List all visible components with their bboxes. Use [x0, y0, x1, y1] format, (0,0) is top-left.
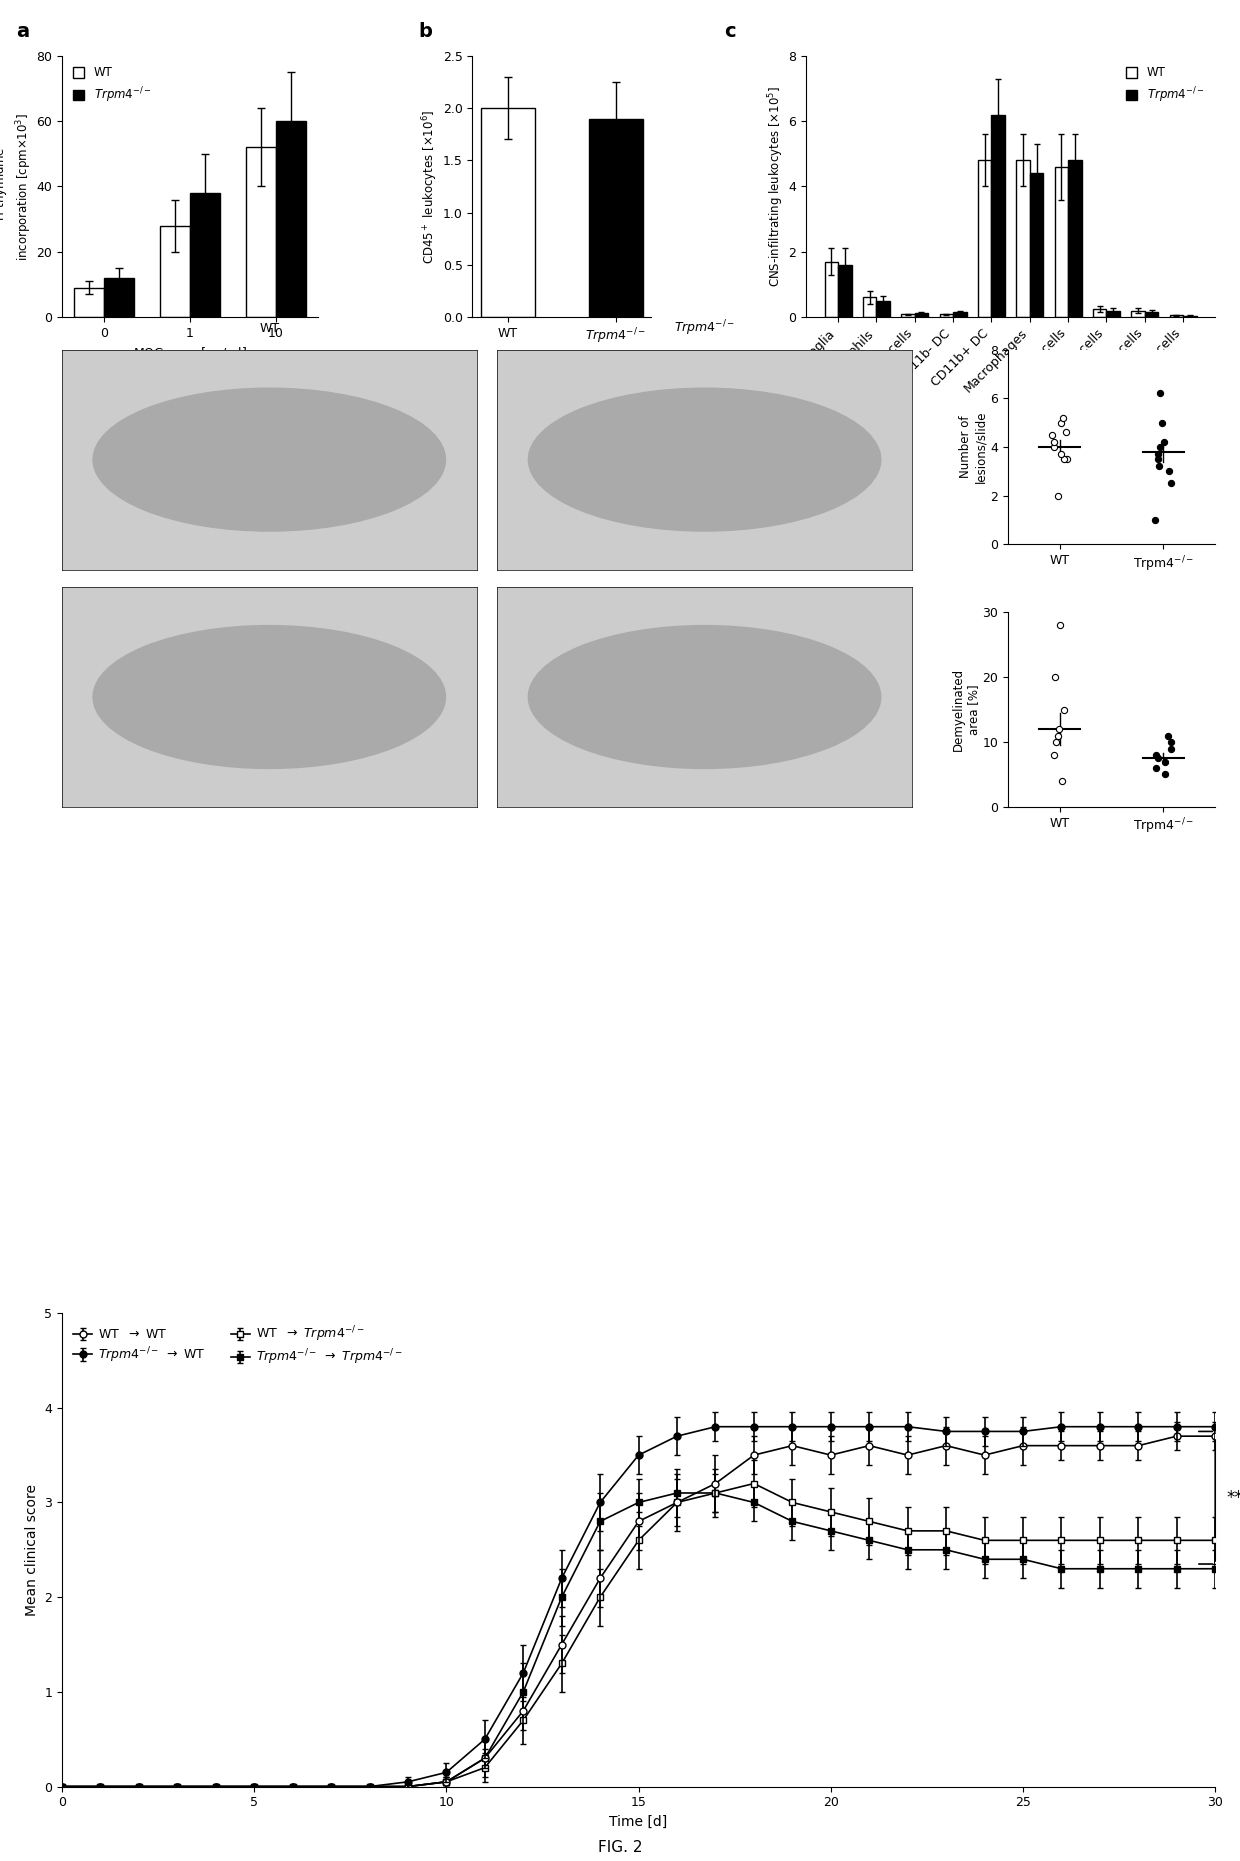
Bar	[104, 277, 134, 316]
X-axis label: Time [d]: Time [d]	[610, 1814, 667, 1829]
Point	[1148, 445, 1168, 475]
Bar	[915, 313, 929, 316]
Point	[1047, 728, 1066, 757]
Point	[1146, 741, 1166, 770]
Point	[1052, 408, 1071, 437]
Text: WT: WT	[259, 322, 279, 335]
Bar	[940, 315, 954, 316]
Bar	[1106, 311, 1120, 316]
Bar	[277, 121, 306, 316]
Point	[1154, 428, 1174, 458]
Bar	[901, 315, 915, 316]
Point	[1053, 404, 1073, 434]
Bar	[589, 119, 644, 316]
Point	[1151, 432, 1171, 462]
Point	[1161, 728, 1180, 757]
Point	[1054, 694, 1074, 724]
Text: c: c	[724, 22, 735, 41]
Bar	[1145, 313, 1158, 316]
Bar	[954, 313, 966, 316]
Point	[1146, 504, 1166, 534]
Ellipse shape	[93, 389, 445, 530]
Point	[1161, 733, 1180, 763]
Bar	[992, 115, 1004, 316]
Point	[1161, 469, 1180, 499]
X-axis label: MOG$_{35-55}$ [µg/ml]: MOG$_{35-55}$ [µg/ml]	[133, 346, 247, 363]
Bar	[877, 301, 890, 316]
Point	[1045, 663, 1065, 692]
Bar	[1068, 160, 1081, 316]
Point	[1149, 378, 1169, 408]
Bar	[1131, 311, 1145, 316]
Bar	[863, 298, 877, 316]
Ellipse shape	[93, 625, 445, 769]
Text: b: b	[419, 22, 433, 41]
Bar	[160, 225, 190, 316]
Point	[1052, 439, 1071, 469]
Bar	[246, 147, 277, 316]
Bar	[1029, 173, 1043, 316]
Point	[1054, 445, 1074, 475]
Bar	[481, 108, 534, 316]
Point	[1049, 715, 1069, 744]
Point	[1044, 432, 1064, 462]
Point	[1148, 452, 1168, 482]
Y-axis label: Number of
lesions/slide: Number of lesions/slide	[960, 411, 987, 484]
Point	[1148, 439, 1168, 469]
Point	[1156, 746, 1176, 776]
Point	[1044, 428, 1064, 458]
Point	[1050, 610, 1070, 640]
Point	[1158, 720, 1178, 750]
Legend: WT  $\rightarrow$ WT, $Trpm4^{-/-}$ $\rightarrow$ WT, WT  $\rightarrow$ $Trpm4^{: WT $\rightarrow$ WT, $Trpm4^{-/-}$ $\rig…	[68, 1319, 408, 1372]
Text: FIG. 2: FIG. 2	[598, 1841, 642, 1855]
Text: a: a	[16, 22, 29, 41]
Bar	[825, 262, 838, 316]
Point	[1056, 417, 1076, 447]
Y-axis label: Mean clinical score: Mean clinical score	[25, 1483, 38, 1615]
Bar	[190, 194, 219, 316]
Y-axis label: Demyelinated
area [%]: Demyelinated area [%]	[951, 668, 980, 752]
Bar	[73, 288, 104, 316]
Point	[1058, 445, 1078, 475]
Bar	[838, 264, 852, 316]
Legend: WT, $Trpm4^{-/-}$: WT, $Trpm4^{-/-}$	[1121, 61, 1209, 110]
Legend: WT, $Trpm4^{-/-}$: WT, $Trpm4^{-/-}$	[68, 61, 156, 110]
Text: **: **	[1226, 1489, 1240, 1507]
Point	[1152, 408, 1172, 437]
Point	[1148, 743, 1168, 772]
Y-axis label: $^3$H-thymidine
incorporation [cpm×10$^3$]: $^3$H-thymidine incorporation [cpm×10$^3…	[0, 112, 33, 261]
Text: $Trpm4^{-/-}$: $Trpm4^{-/-}$	[673, 318, 735, 339]
Point	[1159, 456, 1179, 486]
Point	[1043, 421, 1063, 450]
Point	[1048, 720, 1068, 750]
Bar	[1094, 309, 1106, 316]
Y-axis label: CNS-infiltrating leukocytes [×10$^5$]: CNS-infiltrating leukocytes [×10$^5$]	[766, 86, 786, 287]
Y-axis label: CD45$^+$ leukocytes [×10$^6$]: CD45$^+$ leukocytes [×10$^6$]	[420, 110, 440, 264]
Bar	[1017, 160, 1029, 316]
Bar	[978, 160, 992, 316]
Bar	[1055, 167, 1068, 316]
Ellipse shape	[528, 625, 880, 769]
Point	[1044, 741, 1064, 770]
Point	[1154, 759, 1174, 789]
Point	[1048, 480, 1068, 510]
Ellipse shape	[528, 389, 880, 530]
Point	[1052, 767, 1071, 797]
Point	[1146, 754, 1166, 783]
